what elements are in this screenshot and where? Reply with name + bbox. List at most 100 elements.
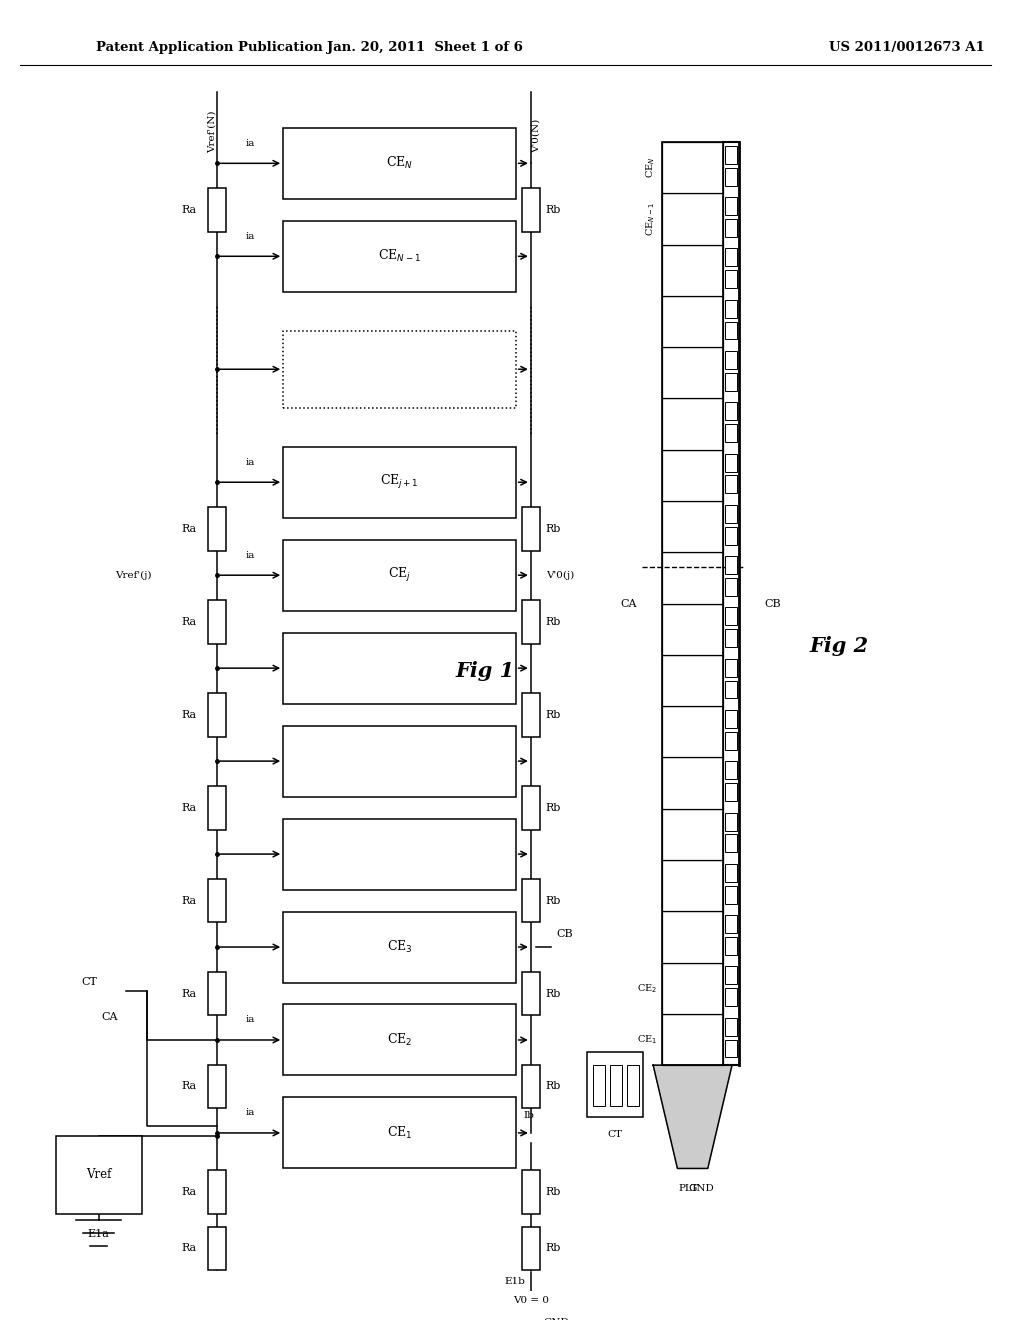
Text: Rb: Rb [545, 524, 560, 533]
Bar [283, 1097, 516, 1168]
Bar [663, 143, 723, 193]
Text: CE$_3$: CE$_3$ [386, 939, 413, 956]
Bar [521, 187, 540, 232]
Bar [663, 1014, 723, 1065]
Text: Ra: Ra [181, 710, 197, 719]
Text: CE$_N$: CE$_N$ [644, 157, 657, 178]
Bar [609, 1065, 622, 1106]
Text: ia: ia [246, 232, 255, 240]
Bar [725, 219, 737, 236]
Text: Fig 1: Fig 1 [456, 661, 515, 681]
Text: V'0(j): V'0(j) [546, 570, 574, 579]
Text: ia: ia [246, 550, 255, 560]
Text: Ib: Ib [523, 1111, 535, 1121]
Text: CB: CB [764, 598, 781, 609]
Text: ia: ia [246, 139, 255, 148]
Bar [208, 1064, 226, 1109]
Bar [663, 861, 723, 911]
Bar [663, 809, 723, 861]
Text: Ra: Ra [181, 616, 197, 627]
Text: Ra: Ra [181, 1243, 197, 1254]
Bar [593, 1065, 604, 1106]
Text: Vref'(j): Vref'(j) [115, 570, 152, 579]
Bar [725, 248, 737, 267]
Bar [725, 731, 737, 750]
Text: PLT: PLT [678, 1184, 698, 1193]
Bar [725, 424, 737, 442]
Bar [725, 578, 737, 595]
Bar [208, 507, 226, 550]
Bar [663, 552, 723, 603]
Bar [725, 197, 737, 215]
Text: GND: GND [543, 1317, 568, 1320]
Text: Jan. 20, 2011  Sheet 1 of 6: Jan. 20, 2011 Sheet 1 of 6 [327, 41, 522, 54]
Bar [725, 403, 737, 420]
Bar [725, 659, 737, 677]
Bar [208, 785, 226, 829]
Bar [208, 972, 226, 1015]
Bar [283, 632, 516, 704]
Bar [725, 630, 737, 647]
Bar [55, 1137, 141, 1213]
Bar [725, 863, 737, 882]
Text: CE$_N$: CE$_N$ [386, 156, 413, 172]
Bar [588, 1052, 643, 1117]
Bar [208, 1171, 226, 1214]
Text: Ra: Ra [181, 524, 197, 533]
Bar [283, 726, 516, 796]
Bar [725, 147, 737, 164]
Text: Rb: Rb [545, 989, 560, 998]
Bar [725, 937, 737, 954]
Bar [663, 450, 723, 502]
Bar [663, 758, 723, 809]
Text: Ra: Ra [181, 895, 197, 906]
Text: Rb: Rb [545, 895, 560, 906]
Bar [725, 762, 737, 779]
Bar [283, 540, 516, 611]
Bar [521, 1226, 540, 1270]
Bar [725, 322, 737, 339]
Bar [725, 813, 737, 830]
Text: Fig 2: Fig 2 [810, 635, 868, 656]
Bar [725, 915, 737, 933]
Bar [725, 989, 737, 1006]
Text: CA: CA [621, 598, 637, 609]
Bar [663, 706, 723, 758]
Bar [627, 1065, 639, 1106]
Text: Rb: Rb [545, 1187, 560, 1197]
Text: Rb: Rb [545, 205, 560, 215]
Text: CA: CA [101, 1011, 118, 1022]
Text: V0 = 0: V0 = 0 [513, 1296, 549, 1305]
Bar [663, 911, 723, 962]
Text: GND: GND [689, 1184, 715, 1193]
Bar [521, 1171, 540, 1214]
Bar [521, 879, 540, 923]
Text: CE$_j$: CE$_j$ [388, 566, 411, 585]
Text: Ra: Ra [181, 989, 197, 998]
Text: ia: ia [246, 1109, 255, 1118]
Text: ia: ia [246, 1015, 255, 1024]
Bar [283, 818, 516, 890]
Bar [725, 527, 737, 545]
Bar [725, 710, 737, 727]
Bar [725, 504, 737, 523]
Bar [208, 693, 226, 737]
Bar [283, 128, 516, 199]
Text: CE$_{N-1}$: CE$_{N-1}$ [644, 202, 657, 236]
Text: CT: CT [608, 1130, 623, 1139]
Text: US 2011/0012673 A1: US 2011/0012673 A1 [829, 41, 985, 54]
Text: Ra: Ra [181, 803, 197, 813]
Bar [725, 168, 737, 186]
Text: Vref: Vref [86, 1168, 112, 1181]
Bar [663, 655, 723, 706]
Text: CE$_{N-1}$: CE$_{N-1}$ [378, 248, 421, 264]
Bar [663, 296, 723, 347]
Bar [663, 502, 723, 552]
Text: Patent Application Publication: Patent Application Publication [96, 41, 323, 54]
Bar [283, 446, 516, 517]
Bar [521, 507, 540, 550]
Text: Ra: Ra [181, 1187, 197, 1197]
Bar [208, 1226, 226, 1270]
Text: E1a: E1a [88, 1229, 110, 1239]
Bar [663, 193, 723, 244]
